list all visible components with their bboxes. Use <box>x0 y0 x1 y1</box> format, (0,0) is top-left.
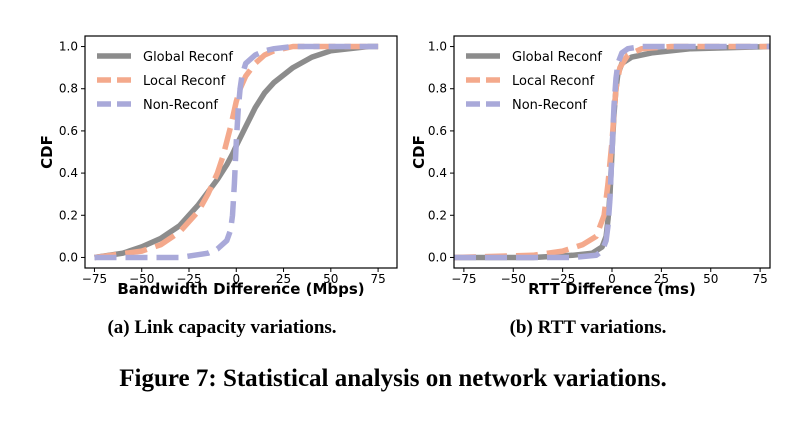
x-axis-label: Bandwidth Difference (Mbps) <box>117 280 364 298</box>
legend-label: Global Reconf <box>512 50 602 65</box>
x-axis-label: RTT Difference (ms) <box>528 280 696 298</box>
subcaption-a: (a) Link capacity variations. <box>107 317 336 338</box>
series-line-non-reconf <box>94 43 379 261</box>
legend-label: Local Reconf <box>143 74 226 89</box>
series-group <box>454 43 770 261</box>
legend-label: Non-Reconf <box>143 98 218 113</box>
x-tick-label: 50 <box>703 272 718 286</box>
y-axis-label: CDF <box>410 135 428 169</box>
x-tick-label: 50 <box>323 272 338 286</box>
x-tick-label: 0 <box>608 272 616 286</box>
x-tick-label: 75 <box>370 272 385 286</box>
x-tick-label: 0 <box>232 272 240 286</box>
y-tick-label: 0.6 <box>428 124 447 138</box>
legend-label: Non-Reconf <box>512 98 587 113</box>
x-tick-label: 75 <box>752 272 767 286</box>
plot-frame <box>84 35 398 269</box>
y-tick-label: 0.2 <box>59 208 78 222</box>
x-tick-label: −50 <box>501 272 526 286</box>
chart-panel-a: −75 −50 −25 0 25 50 75 0.0 0.2 0.4 0.6 0.8 1.0 Bandwi… <box>38 35 398 298</box>
y-tick-label: 0.2 <box>428 208 447 222</box>
y-tick-label: 0.8 <box>428 82 447 96</box>
y-tick-label: 0.0 <box>59 250 78 264</box>
legend-label: Local Reconf <box>512 74 595 89</box>
y-tick-label: 0.6 <box>59 124 78 138</box>
y-tick-label: 1.0 <box>428 40 447 54</box>
series-group <box>94 43 379 261</box>
series-line-non-reconf <box>454 43 770 261</box>
x-tick-label: −75 <box>82 272 107 286</box>
y-axis-label: CDF <box>38 135 56 169</box>
legend: Global Reconf Local Reconf Non-Reconf <box>466 50 602 113</box>
chart-panel-b: −75 −50 −25 0 25 50 75 0.0 0.2 0.4 0.6 0.8 1.0 RTT Di… <box>410 35 771 298</box>
y-tick-label: 0.0 <box>428 250 447 264</box>
y-tick-label: 0.8 <box>59 82 78 96</box>
y-tick-label: 0.4 <box>428 166 447 180</box>
x-tick-label: 25 <box>276 272 291 286</box>
legend: Global Reconf Local Reconf Non-Reconf <box>97 50 233 113</box>
figure-caption: Figure 7: Statistical analysis on networ… <box>119 365 666 392</box>
x-tick-label: −75 <box>451 272 476 286</box>
x-tick-label: −50 <box>129 272 154 286</box>
y-tick-label: 1.0 <box>59 40 78 54</box>
y-tick-label: 0.4 <box>59 166 78 180</box>
x-tick-label: −25 <box>176 272 201 286</box>
x-tick-label: 25 <box>654 272 669 286</box>
x-tick-label: −25 <box>550 272 575 286</box>
subcaption-b: (b) RTT variations. <box>510 317 667 338</box>
legend-label: Global Reconf <box>143 50 233 65</box>
